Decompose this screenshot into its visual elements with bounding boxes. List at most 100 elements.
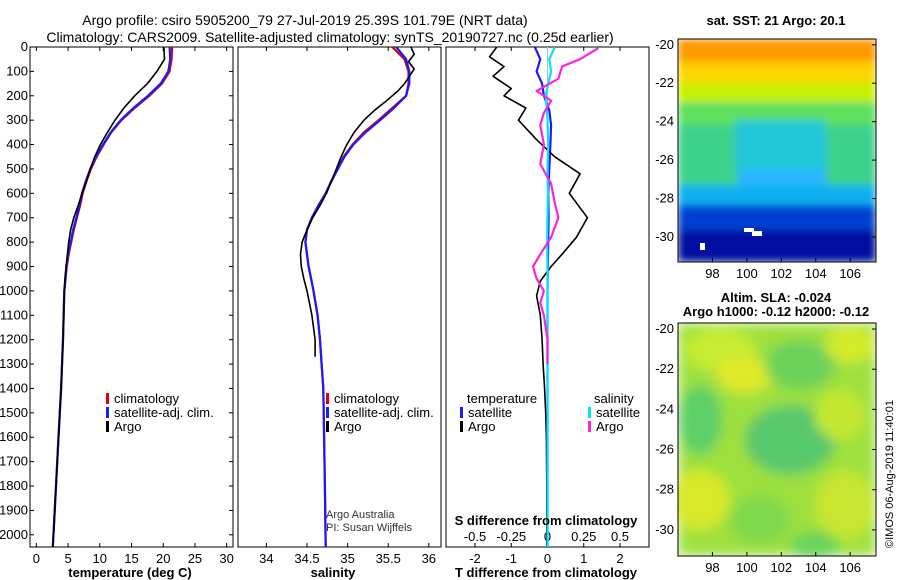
map-x-tick-label: 102: [770, 560, 792, 575]
map-x-tick-label: 98: [705, 266, 719, 281]
map-y-tick-label: -26: [655, 442, 674, 457]
series-line-argo: [299, 47, 415, 357]
temperature-xlabel: temperature (deg C): [68, 565, 192, 580]
y-tick-label: 500: [6, 161, 28, 176]
legend-label-t-argo: Argo: [468, 419, 495, 434]
x-top-tick-label: 0.25: [571, 529, 596, 544]
map-y-tick-label: -28: [655, 191, 674, 206]
legend-swatch-s-satellite: [588, 407, 591, 418]
x-tick-label: 30: [219, 551, 233, 566]
sst-map-title: sat. SST: 21 Argo: 20.1: [707, 13, 846, 28]
x-top-tick-label: -0.25: [496, 529, 526, 544]
x-tick-label: 0: [33, 551, 40, 566]
map-x-tick-label: 106: [839, 560, 861, 575]
y-tick-label: 100: [6, 63, 28, 78]
x-tick-label: 25: [188, 551, 202, 566]
axis-ticks: 0 5 10 15 20 25 300100200300400500600700800900…: [0, 39, 629, 566]
legend-swatch-satellite: [326, 407, 329, 418]
legend-label-climatology: climatology: [114, 391, 180, 406]
x-tick-label: 10: [93, 551, 107, 566]
legend-swatch-argo: [106, 421, 109, 432]
sst-map-gap: [744, 228, 754, 232]
title-line-2: Climatology: CARS2009. Satellite-adjuste…: [46, 29, 613, 45]
map-y-tick-label: -24: [655, 114, 674, 129]
x-tick-label: 0: [544, 551, 551, 566]
x-tick-label: 36: [422, 551, 436, 566]
legend-swatch-argo: [326, 421, 329, 432]
map-x-tick-label: 106: [839, 266, 861, 281]
y-tick-label: 700: [6, 210, 28, 225]
legend-title-salinity: salinity: [594, 391, 634, 406]
sla-map-image: [678, 323, 876, 556]
y-tick-label: 600: [6, 185, 28, 200]
legend-swatch-t-argo: [460, 421, 463, 432]
legend-swatch-satellite: [106, 407, 109, 418]
credit-pi: PI: Susan Wijffels: [326, 522, 412, 534]
map-x-tick-label: 100: [736, 560, 758, 575]
sst-map-gap: [752, 231, 762, 236]
map-y-tick-label: -20: [655, 321, 674, 336]
legend-label-s-satellite: satellite: [596, 405, 640, 420]
legend-swatch-t-satellite: [460, 407, 463, 418]
series-line-satellite-adj-clim-: [51, 47, 172, 547]
x-tick-label: 2: [616, 551, 623, 566]
salinity-series: [299, 47, 415, 547]
y-tick-label: 1700: [0, 454, 28, 469]
difference-legend: temperature satellite Argo salinity sate…: [460, 391, 640, 434]
legend-label-satellite: satellite-adj. clim.: [334, 405, 434, 420]
sla-map-subtitle: Argo h1000: -0.12 h2000: -0.12: [683, 304, 869, 319]
map-x-tick-label: 102: [770, 266, 792, 281]
legend-swatch-climatology: [106, 393, 109, 404]
map-y-tick-label: -30: [655, 522, 674, 537]
salinity-legend: climatology satellite-adj. clim. Argo: [326, 391, 434, 434]
y-tick-label: 900: [6, 259, 28, 274]
series-line-t-argo: [488, 47, 589, 547]
x-top-tick-label: -0.5: [464, 529, 486, 544]
y-tick-label: 800: [6, 234, 28, 249]
sst-map-gap: [700, 243, 705, 250]
difference-xlabel: T difference from climatology: [455, 565, 638, 580]
y-tick-label: 1400: [0, 380, 28, 395]
y-tick-label: 1600: [0, 429, 28, 444]
legend-label-t-satellite: satellite: [468, 405, 512, 420]
map-ticks: 98 100 102 104 106 -20 -22 -24 -26 -28 -30 98 100 102…: [655, 37, 876, 575]
map-x-tick-label: 98: [705, 560, 719, 575]
y-tick-label: 1800: [0, 478, 28, 493]
legend-label-satellite: satellite-adj. clim.: [114, 405, 214, 420]
legend-label-s-argo: Argo: [596, 419, 623, 434]
difference-series: [488, 47, 599, 547]
y-tick-label: 1900: [0, 502, 28, 517]
map-x-tick-label: 104: [805, 266, 827, 281]
salinity-panel-frame: [237, 46, 442, 548]
legend-swatch-s-argo: [588, 421, 591, 432]
y-tick-label: 1200: [0, 332, 28, 347]
map-x-tick-label: 100: [736, 266, 758, 281]
y-tick-label: 1300: [0, 356, 28, 371]
temperature-series: [51, 47, 174, 547]
series-line-satellite-adj-clim-: [304, 47, 411, 547]
y-tick-label: 1500: [0, 405, 28, 420]
x-top-tick-label: 0.5: [611, 529, 629, 544]
y-tick-label: 400: [6, 137, 28, 152]
temperature-legend: climatology satellite-adj. clim. Argo: [106, 391, 214, 434]
series-line-argo: [52, 47, 166, 547]
y-tick-label: 2000: [0, 527, 28, 542]
map-y-tick-label: -26: [655, 152, 674, 167]
map-y-tick-label: -22: [655, 75, 674, 90]
y-tick-label: 0: [21, 39, 28, 54]
x-tick-label: 35: [340, 551, 354, 566]
x-tick-label: 35.5: [376, 551, 401, 566]
x-tick-label: -2: [469, 551, 481, 566]
series-line-climatology: [304, 47, 410, 547]
map-y-tick-label: -22: [655, 361, 674, 376]
y-tick-label: 200: [6, 88, 28, 103]
legend-swatch-climatology: [326, 393, 329, 404]
x-tick-label: 15: [124, 551, 138, 566]
map-y-tick-label: -28: [655, 482, 674, 497]
x-tick-label: 34.5: [294, 551, 319, 566]
legend-label-argo: Argo: [334, 419, 361, 434]
temperature-panel-frame: [29, 46, 234, 548]
map-y-tick-label: -20: [655, 37, 674, 52]
map-y-tick-label: -24: [655, 401, 674, 416]
